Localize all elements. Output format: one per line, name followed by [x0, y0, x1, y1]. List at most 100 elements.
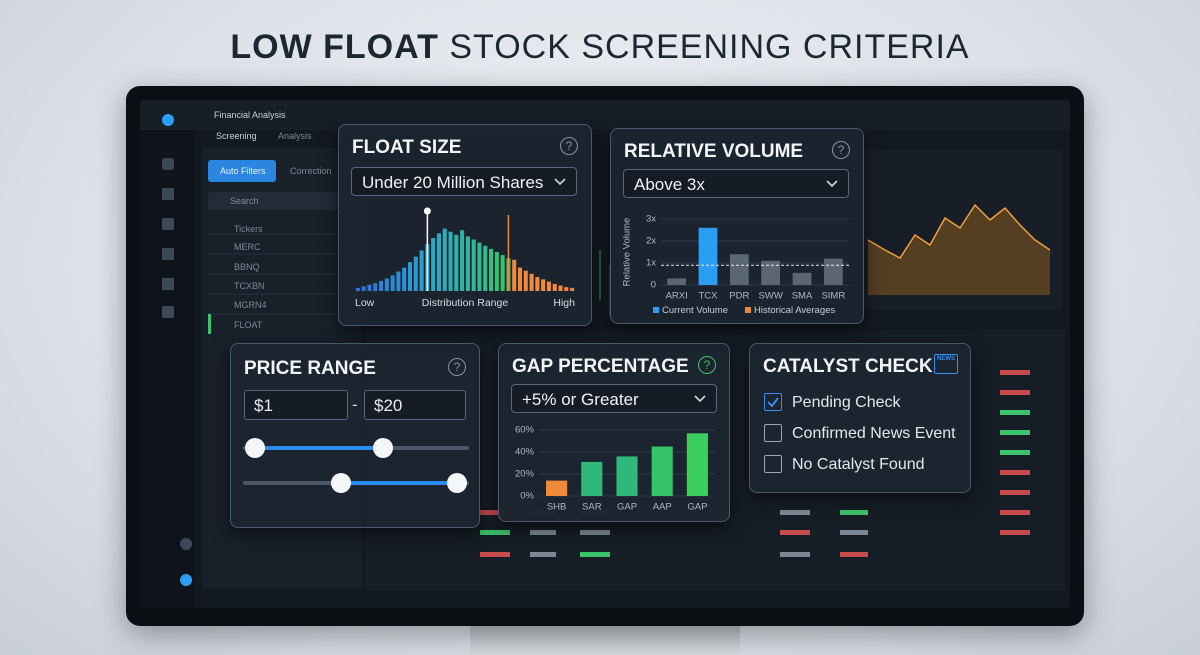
- x-tick-label: SIMR: [821, 291, 845, 302]
- x-tick-label: SHB: [547, 502, 567, 513]
- bar: [529, 273, 534, 291]
- chevron: [826, 180, 838, 188]
- bar: [483, 245, 488, 291]
- axis-label: Distribution Range: [422, 297, 509, 309]
- relative-volume-chart: 0 1x 2x 3x ARXI TCX PDR SWW SMA SIMR Relative Volu…: [622, 214, 849, 316]
- chevron: [694, 395, 706, 403]
- float-size-panel: FLOAT SIZE ? Under 20 Million Shares Low…: [338, 124, 592, 326]
- y-tick-label: 0: [651, 280, 656, 291]
- dropdown[interactable]: Above 3x: [623, 169, 849, 198]
- app-tab[interactable]: Analysis: [278, 131, 312, 141]
- bar: [436, 233, 441, 291]
- help-icon[interactable]: ?: [832, 141, 850, 159]
- dropdown[interactable]: +5% or Greater: [511, 384, 717, 413]
- bar: [471, 239, 476, 291]
- table-cells: [480, 370, 1030, 557]
- dropdown[interactable]: Under 20 Million Shares: [351, 167, 577, 196]
- bar: [477, 242, 482, 291]
- bar: [448, 231, 453, 291]
- range-separator: -: [352, 395, 358, 414]
- x-tick-label: SWW: [759, 291, 783, 302]
- bar: [407, 262, 413, 291]
- help-icon[interactable]: ?: [448, 358, 466, 376]
- bar: [465, 236, 470, 291]
- monitor-stand: [470, 624, 740, 655]
- price-area: [868, 205, 1050, 295]
- bar: [729, 254, 749, 285]
- help-icon[interactable]: ?: [698, 356, 716, 374]
- bar: [373, 283, 378, 291]
- x-tick-label: GAP: [687, 502, 707, 513]
- bar: [535, 276, 540, 291]
- sliders: [243, 438, 469, 493]
- bar: [402, 267, 407, 291]
- x-tick-label: ARXI: [666, 291, 688, 302]
- app-search[interactable]: Search: [230, 196, 259, 206]
- panel-title: RELATIVE VOLUME: [624, 141, 804, 162]
- title-bold: LOW FLOAT: [230, 28, 439, 66]
- bar: [390, 275, 395, 291]
- slider-handle[interactable]: [245, 438, 265, 458]
- app-name: Financial Analysis: [214, 110, 286, 120]
- y-tick-label: 20%: [515, 469, 535, 480]
- panel-title: PRICE RANGE: [244, 358, 376, 379]
- sidebar-icons: [162, 114, 192, 586]
- bar: [396, 271, 401, 291]
- bar: [500, 255, 505, 291]
- slider-handle[interactable]: [331, 473, 351, 493]
- panel-title: GAP PERCENTAGE: [512, 356, 689, 377]
- distribution-chart: Low Distribution Range High: [355, 207, 575, 309]
- filter-button: [208, 160, 276, 182]
- bar: [792, 272, 812, 285]
- top-bar: [140, 100, 1070, 130]
- bar: [384, 278, 389, 291]
- app-button[interactable]: Auto Filters: [220, 166, 266, 176]
- bar: [546, 480, 568, 496]
- bar: [367, 284, 372, 291]
- list-item[interactable]: MGRN4: [234, 300, 267, 310]
- list-item[interactable]: BBNQ: [234, 262, 260, 272]
- gap-percentage-panel: GAP PERCENTAGE ? +5% or Greater 0% 20% 40%…: [498, 343, 730, 522]
- app-tab[interactable]: Screening: [216, 131, 257, 141]
- slider-handle[interactable]: [373, 438, 393, 458]
- app-button[interactable]: Correction: [290, 166, 332, 176]
- bar: [761, 260, 781, 285]
- bar: [651, 446, 673, 496]
- bar: [355, 287, 360, 291]
- bar: [667, 278, 687, 285]
- gap-chart: 0% 20% 40% 60% SHB SAR GAP AAP GAP: [515, 425, 715, 513]
- active-row: [208, 314, 211, 334]
- checkbox[interactable]: [764, 393, 782, 411]
- dropdown-value: Above 3x: [634, 175, 705, 194]
- bar: [419, 250, 424, 291]
- option-label: Confirmed News Event: [792, 425, 956, 442]
- y-axis-title: Relative Volume: [622, 218, 633, 287]
- list-item[interactable]: TCXBN: [234, 281, 265, 291]
- legend-swatch: [745, 307, 752, 313]
- bar: [698, 227, 718, 285]
- slider-handle[interactable]: [447, 473, 467, 493]
- bar: [552, 283, 557, 291]
- bar: [570, 287, 575, 291]
- bar: [523, 270, 528, 291]
- chevron: [554, 178, 566, 186]
- bar: [442, 228, 447, 291]
- bar: [823, 258, 843, 285]
- list-item[interactable]: MERC: [234, 242, 261, 252]
- checkbox[interactable]: [764, 455, 782, 473]
- checkbox[interactable]: [764, 424, 782, 442]
- min-price-input[interactable]: $1: [244, 390, 348, 420]
- x-tick-label: TCX: [699, 291, 719, 302]
- x-tick-label: PDR: [729, 291, 749, 302]
- bar: [512, 259, 517, 291]
- list-item[interactable]: FLOAT: [234, 320, 263, 330]
- news-icon: NEWS: [934, 354, 958, 374]
- y-tick-label: 60%: [515, 425, 535, 436]
- bar: [564, 287, 569, 291]
- max-price-input[interactable]: $20: [364, 390, 466, 420]
- relative-volume-panel: RELATIVE VOLUME ? Above 3x 0 1x 2x 3x ARXI TC…: [610, 128, 864, 324]
- list-item[interactable]: Tickers: [234, 224, 263, 234]
- help-icon[interactable]: ?: [560, 137, 578, 155]
- title-rest: STOCK SCREENING CRITERIA: [449, 28, 970, 66]
